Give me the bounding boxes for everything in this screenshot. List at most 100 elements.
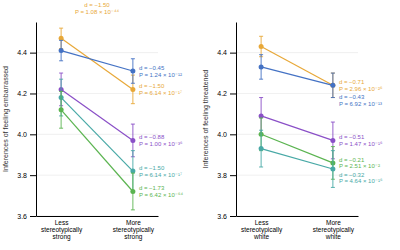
y-tick-label: 4.4 bbox=[17, 49, 27, 56]
y-tick-mark bbox=[230, 93, 236, 94]
y-axis-line bbox=[236, 23, 237, 217]
annotations: d = −1.50P = 6.14 × 10⁻¹⁷ d = −0.45P = 1.… bbox=[75, 2, 184, 198]
y-tick: 4.4 bbox=[17, 49, 36, 56]
text-line: d = −0.21 bbox=[339, 157, 365, 163]
text-line: d = −0.43 bbox=[339, 94, 365, 100]
series bbox=[59, 79, 136, 191]
y-axis: 3.63.84.04.24.4 bbox=[217, 23, 236, 220]
error-bar-cap bbox=[131, 173, 135, 174]
y-tick-label: 3.8 bbox=[217, 172, 227, 179]
x-tick: Morestereotypicallywhite bbox=[313, 219, 355, 240]
text-line: P = 6.92 × 10⁻¹³ bbox=[339, 101, 382, 107]
y-tick-mark bbox=[30, 93, 36, 94]
panel: 3.63.84.04.24.4Lessstereotypicallystrong… bbox=[2, 2, 183, 241]
series-annotation: d = −0.88P = 1.00 × 10⁻³⁶ bbox=[139, 134, 183, 147]
error-bar-cap bbox=[331, 97, 335, 98]
error-bar-cap bbox=[59, 128, 63, 129]
error-bar-cap bbox=[59, 60, 63, 61]
error-bar-cap bbox=[131, 150, 135, 151]
x-tick: Lessstereotypicallystrong bbox=[41, 219, 83, 241]
text-line: strong bbox=[53, 233, 71, 241]
error-bar-cap bbox=[131, 83, 135, 84]
error-bar-cap bbox=[259, 36, 263, 37]
error-bar-cap bbox=[259, 79, 263, 80]
y-tick: 3.8 bbox=[217, 172, 236, 179]
point bbox=[330, 83, 335, 88]
series-line bbox=[261, 116, 333, 141]
error-bar-cap bbox=[331, 97, 335, 98]
series-line bbox=[261, 47, 333, 86]
y-tick-label: 4.0 bbox=[217, 131, 227, 138]
y-tick: 4.2 bbox=[17, 90, 36, 97]
text-line: P = 2.96 × 10⁻²⁶ bbox=[339, 86, 383, 92]
y-tick-label: 3.6 bbox=[217, 213, 227, 220]
text-line: More bbox=[326, 219, 341, 226]
point bbox=[330, 167, 335, 172]
text-line: d = −0.88 bbox=[139, 134, 165, 140]
series-annotation: d = −0.45P = 1.24 × 10⁻¹² bbox=[139, 65, 182, 78]
x-tick-label: Morestereotypicallywhite bbox=[313, 219, 355, 240]
error-bar-cap bbox=[331, 73, 335, 74]
y-tick-label: 4.4 bbox=[217, 49, 227, 56]
series bbox=[259, 36, 336, 97]
point bbox=[259, 64, 264, 69]
x-tick-label: Lessstereotypicallywhite bbox=[241, 219, 283, 240]
series-annotation: d = −1.73P = 6.42 × 10⁻⁶⁴ bbox=[139, 185, 184, 198]
x-axis: Lessstereotypicallywhite Morestereotypica… bbox=[237, 217, 359, 241]
error-bar-cap bbox=[259, 97, 263, 98]
error-bar-cap bbox=[331, 122, 335, 123]
x-axis-line bbox=[237, 216, 359, 217]
text-line: P = 1.24 × 10⁻¹² bbox=[139, 72, 182, 78]
error-bar-cap bbox=[331, 146, 335, 147]
series-line bbox=[61, 110, 133, 192]
error-bar-cap bbox=[59, 79, 63, 80]
series-annotation: d = −0.51P = 1.47 × 10⁻¹⁶ bbox=[339, 134, 383, 147]
point bbox=[330, 138, 335, 143]
error-bar-cap bbox=[131, 103, 135, 104]
y-axis-title: Inferences of feeling threatened bbox=[202, 70, 210, 169]
text-line: P = 2.51 × 10⁻² bbox=[339, 163, 380, 169]
y-tick-mark bbox=[230, 134, 236, 135]
y-tick-mark bbox=[30, 175, 36, 176]
series-annotation: d = −0.21P = 2.51 × 10⁻² bbox=[339, 157, 380, 170]
series bbox=[259, 98, 336, 159]
point bbox=[59, 107, 64, 112]
y-tick: 4.0 bbox=[217, 131, 236, 138]
x-axis: LessstereotypicallystrongMorestereotypic… bbox=[37, 217, 159, 242]
text-line: More bbox=[126, 219, 141, 226]
error-bar-cap bbox=[131, 209, 135, 210]
series-annotation: d = −0.43P = 6.92 × 10⁻¹³ bbox=[339, 94, 382, 107]
y-tick-label: 3.6 bbox=[17, 213, 27, 220]
error-bar-cap bbox=[59, 28, 63, 29]
text-line: d = −0.71 bbox=[339, 79, 365, 85]
series-annotation: d = −1.50P = 6.14 × 10⁻¹⁷ bbox=[139, 165, 182, 178]
text-line: white bbox=[253, 233, 270, 240]
series bbox=[59, 91, 136, 209]
text-line: d = −0.51 bbox=[339, 134, 365, 140]
x-tick-label: Lessstereotypicallystrong bbox=[41, 219, 83, 241]
error-bar-cap bbox=[59, 73, 63, 74]
grid-line bbox=[36, 216, 158, 217]
error-bar bbox=[259, 36, 263, 56]
point bbox=[130, 169, 135, 174]
error-bar-cap bbox=[131, 124, 135, 125]
y-tick-mark bbox=[30, 53, 36, 54]
text-line: d = −1.50 bbox=[84, 2, 110, 8]
y-tick-label: 4.0 bbox=[17, 131, 27, 138]
y-tick: 4.0 bbox=[17, 131, 36, 138]
point bbox=[259, 146, 264, 151]
top-annotation: d = −1.50P = 1.08 × 10⁻⁴⁴ bbox=[75, 2, 120, 15]
y-tick: 3.6 bbox=[217, 213, 236, 220]
error-bar bbox=[59, 91, 63, 128]
series-line bbox=[61, 89, 133, 140]
y-axis: 3.63.84.04.24.4 bbox=[17, 23, 36, 220]
y-tick-label: 4.2 bbox=[17, 90, 27, 97]
y-tick-mark bbox=[230, 175, 236, 176]
x-axis-line bbox=[37, 216, 159, 217]
grid-line bbox=[36, 52, 158, 53]
panel: 3.63.84.04.24.4LessstereotypicallywhiteM… bbox=[202, 23, 383, 241]
chart: 3.6 3.8 4.0 4.2 4.4 Lessstereotypicallystrong… bbox=[0, 0, 400, 250]
error-bar bbox=[331, 151, 335, 188]
text-line: d = −0.45 bbox=[139, 65, 165, 71]
error-bar bbox=[131, 173, 135, 210]
